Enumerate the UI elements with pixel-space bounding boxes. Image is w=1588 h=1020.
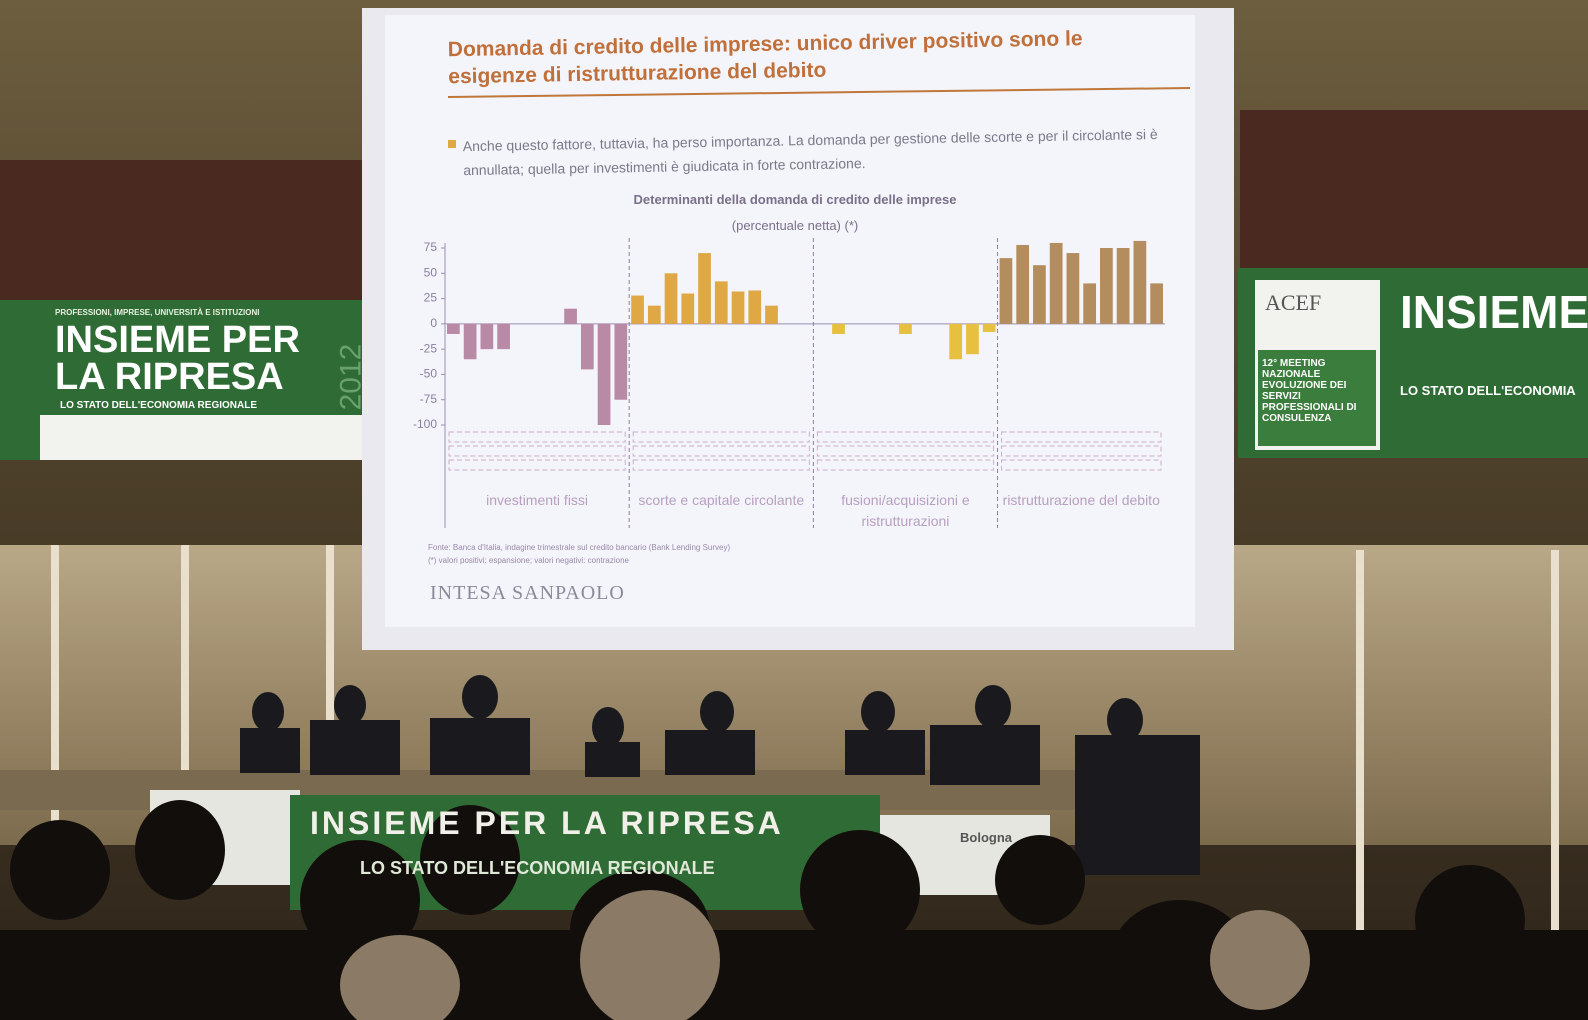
banner-right-logo: ACEF: [1265, 290, 1321, 316]
bar: [732, 291, 745, 323]
bar: [631, 296, 644, 324]
bar: [1016, 245, 1029, 324]
group-label: ristrutturazione del debito: [998, 490, 1165, 511]
table-banner-sub: LO STATO DELL'ECONOMIA REGIONALE: [360, 858, 715, 879]
bar: [1067, 253, 1080, 324]
bar: [1033, 265, 1046, 324]
y-tick-label: -50: [420, 367, 438, 381]
bar: [966, 324, 979, 354]
bar: [480, 324, 493, 349]
books-left: [0, 160, 380, 300]
chart-subtitle: (percentuale netta) (*): [470, 218, 1120, 233]
bar: [698, 253, 711, 324]
y-tick-label: 0: [430, 316, 437, 330]
bar: [464, 324, 477, 359]
bar: [1050, 243, 1063, 324]
banner-right-sub: LO STATO DELL'ECONOMIA: [1400, 383, 1588, 398]
group-label: investimenti fissi: [445, 490, 629, 511]
bar: [748, 290, 761, 323]
banner-left-sub: LO STATO DELL'ECONOMIA REGIONALE: [60, 400, 257, 411]
bar: [497, 324, 510, 349]
bar: [665, 273, 678, 324]
banner-left-strip: [40, 415, 370, 460]
bar: [1134, 241, 1147, 324]
books-right: [1240, 110, 1588, 270]
banner-left-main: INSIEME PER LA RIPRESA: [55, 322, 305, 396]
photo: -100-75-50-250255075 Domanda di credito …: [0, 0, 1588, 1020]
bar: [564, 309, 577, 324]
bar: [832, 324, 845, 334]
bar: [1000, 258, 1013, 324]
table-banner-main: INSIEME PER LA RIPRESA: [310, 805, 784, 842]
bar: [765, 306, 778, 324]
banner-right-box: 12° MEETING NAZIONALE EVOLUZIONE DEI SER…: [1262, 358, 1374, 424]
bar: [899, 324, 912, 334]
bar: [598, 324, 611, 425]
y-tick-label: 25: [424, 291, 438, 305]
bullet-marker: [448, 140, 456, 148]
banner-left-top: PROFESSIONI, IMPRESE, UNIVERSITÀ E ISTIT…: [55, 308, 259, 317]
y-tick-label: 75: [424, 240, 438, 254]
bar: [447, 324, 460, 334]
y-tick-label: -25: [420, 341, 438, 355]
banner-year: 2012: [334, 344, 368, 411]
bar: [1083, 283, 1096, 323]
y-tick-label: -100: [413, 417, 437, 431]
chart-title: Determinanti della domanda di credito de…: [470, 192, 1120, 207]
slide-note: (*) valori positivi: espansione; valori …: [428, 556, 629, 565]
bar: [983, 324, 996, 332]
bar: [581, 324, 594, 370]
slide-logo: INTESA SANPAOLO: [430, 582, 625, 605]
banner-right-main: INSIEME PER LA RIPRESA: [1400, 290, 1588, 334]
slide-source: Fonte: Banca d'Italia, indagine trimestr…: [428, 543, 730, 552]
y-tick-label: 50: [424, 265, 438, 279]
bar: [681, 294, 694, 324]
bar: [1117, 248, 1130, 324]
table-city: Bologna: [960, 830, 1012, 845]
bar: [614, 324, 627, 400]
group-label: scorte e capitale circolante: [629, 490, 813, 511]
bar: [1150, 283, 1163, 323]
bar: [949, 324, 962, 359]
bar: [715, 281, 728, 323]
bar: [1100, 248, 1113, 324]
bar: [648, 306, 661, 324]
group-label: fusioni/acquisizioni e ristrutturazioni: [813, 490, 997, 532]
y-tick-label: -75: [420, 392, 438, 406]
